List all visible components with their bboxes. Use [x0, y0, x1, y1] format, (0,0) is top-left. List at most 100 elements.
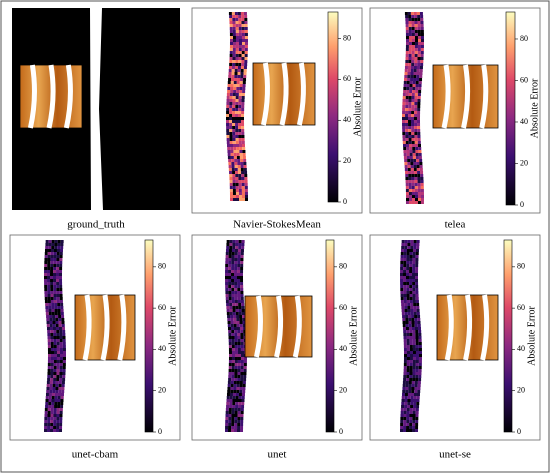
error-cell	[236, 84, 240, 87]
error-cell	[232, 306, 236, 309]
error-cell	[241, 39, 245, 42]
error-cell	[237, 162, 241, 165]
error-cell	[233, 321, 237, 324]
error-cell	[241, 309, 245, 312]
error-cell	[410, 78, 414, 81]
error-cell	[53, 429, 57, 432]
error-cell	[48, 405, 52, 408]
error-cell	[414, 174, 418, 177]
error-cell	[235, 138, 239, 141]
error-cell	[404, 162, 408, 165]
error-cell	[412, 144, 416, 147]
error-cell	[415, 408, 419, 411]
error-cell	[414, 27, 418, 30]
error-cell	[230, 324, 234, 327]
error-cell	[226, 303, 230, 306]
error-cell	[241, 192, 245, 195]
error-cell	[238, 240, 242, 243]
error-cell	[44, 423, 48, 426]
error-cell	[408, 189, 412, 192]
error-cell	[405, 63, 409, 66]
error-cell	[51, 393, 55, 396]
error-cell	[240, 348, 244, 351]
error-cell	[226, 117, 230, 120]
error-cell	[228, 12, 232, 15]
error-cell	[226, 120, 230, 123]
error-cell	[414, 36, 418, 39]
error-cell	[405, 390, 409, 393]
error-cell	[232, 33, 236, 36]
error-cell	[408, 324, 412, 327]
error-cell	[409, 426, 413, 429]
error-cell	[400, 252, 404, 255]
error-cell	[236, 90, 240, 93]
error-cell	[243, 363, 247, 366]
error-cell	[416, 243, 420, 246]
error-cell	[228, 420, 232, 423]
error-cell	[233, 90, 237, 93]
error-cell	[226, 126, 230, 129]
error-cell	[235, 177, 239, 180]
error-cell	[241, 108, 245, 111]
error-cell	[404, 240, 408, 243]
error-cell	[239, 150, 243, 153]
error-cell	[44, 255, 48, 258]
error-cell	[408, 183, 412, 186]
error-cell	[241, 18, 245, 21]
error-cell	[231, 273, 235, 276]
error-cell	[231, 255, 235, 258]
error-cell	[232, 27, 236, 30]
error-cell	[232, 396, 236, 399]
error-cell	[238, 63, 242, 66]
error-cell	[229, 180, 233, 183]
error-cell	[232, 243, 236, 246]
error-cell	[46, 315, 50, 318]
error-cell	[50, 429, 54, 432]
error-cell	[54, 396, 58, 399]
error-cell	[243, 366, 247, 369]
error-cell	[241, 57, 245, 60]
error-cell	[405, 93, 409, 96]
error-cell	[408, 327, 412, 330]
inset-gap	[46, 64, 56, 129]
error-cell	[233, 327, 237, 330]
error-cell	[414, 102, 418, 105]
error-cell	[228, 66, 232, 69]
error-cell	[238, 129, 242, 132]
error-cell	[54, 393, 58, 396]
error-cell	[237, 69, 241, 72]
error-cell	[237, 354, 241, 357]
error-cell	[417, 99, 421, 102]
error-cell	[53, 294, 57, 297]
error-cell	[238, 309, 242, 312]
error-cell	[420, 24, 424, 27]
error-cell	[410, 306, 414, 309]
error-cell	[405, 141, 409, 144]
error-cell	[232, 186, 236, 189]
error-cell	[403, 339, 407, 342]
error-cell	[56, 426, 60, 429]
error-cell	[409, 84, 413, 87]
error-cell	[231, 267, 235, 270]
error-cell	[44, 261, 48, 264]
error-cell	[238, 183, 242, 186]
error-cell	[52, 318, 56, 321]
error-cell	[410, 246, 414, 249]
error-cell	[414, 111, 418, 114]
error-cell	[238, 42, 242, 45]
error-cell	[235, 18, 239, 21]
error-cell	[236, 156, 240, 159]
error-cell	[235, 21, 239, 24]
error-cell	[235, 198, 239, 201]
error-cell	[417, 18, 421, 21]
error-cell	[53, 408, 57, 411]
error-cell	[232, 18, 236, 21]
error-cell	[403, 282, 407, 285]
error-cell	[416, 240, 420, 243]
error-cell	[53, 411, 57, 414]
error-cell	[405, 126, 409, 129]
error-cell	[417, 324, 421, 327]
error-cell	[408, 45, 412, 48]
error-cell	[243, 12, 247, 15]
error-cell	[404, 168, 408, 171]
